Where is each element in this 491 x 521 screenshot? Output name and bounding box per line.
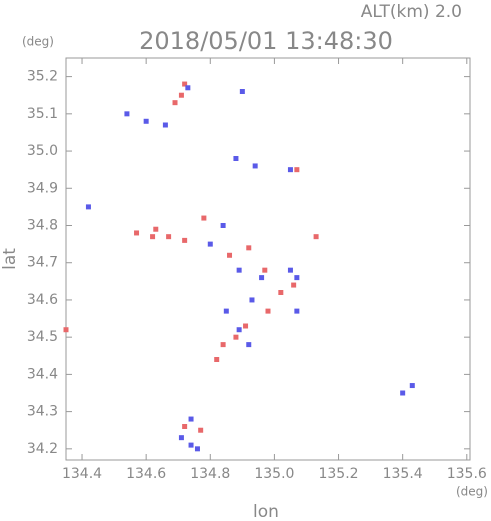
y-tick-label: 35.2 xyxy=(27,69,58,85)
echo-point xyxy=(239,89,245,94)
altitude-label: ALT(km) 2.0 xyxy=(361,2,462,22)
y-tick-label: 35.0 xyxy=(27,143,58,159)
echo-point xyxy=(162,122,168,128)
echo-point xyxy=(182,237,188,243)
x-tick-label: 135.6 xyxy=(447,466,487,482)
y-tick-label: 35.1 xyxy=(27,106,58,122)
echo-point xyxy=(166,234,172,240)
y-unit: (deg) xyxy=(22,35,54,49)
echo-point xyxy=(313,234,319,240)
echo-point xyxy=(220,223,226,228)
y-tick-label: 34.5 xyxy=(27,329,58,345)
y-tick-label: 34.2 xyxy=(27,441,58,457)
echo-point xyxy=(294,167,300,173)
y-tick-label: 34.3 xyxy=(27,404,58,420)
echo-point xyxy=(124,111,130,117)
echo-point xyxy=(287,267,293,273)
x-tick-label: 135.4 xyxy=(383,466,423,482)
x-tick-label: 134.8 xyxy=(190,466,230,482)
echo-point xyxy=(178,435,184,441)
x-unit: (deg) xyxy=(456,485,488,499)
x-axis-label: lon xyxy=(253,502,279,521)
echo-point xyxy=(236,327,242,333)
echo-point xyxy=(188,416,194,422)
plot-frame xyxy=(65,57,471,461)
echo-point xyxy=(185,85,191,91)
echo-point xyxy=(227,252,233,258)
y-tick-label: 34.8 xyxy=(27,218,58,234)
echo-point xyxy=(153,226,159,232)
echo-point xyxy=(172,100,178,106)
echo-point xyxy=(236,267,242,273)
echo-point xyxy=(182,424,188,429)
echo-point xyxy=(246,342,252,348)
echo-point xyxy=(85,204,91,210)
echo-point xyxy=(143,118,149,124)
y-tick-label: 34.6 xyxy=(27,292,58,308)
echo-point xyxy=(233,156,239,161)
echo-point xyxy=(265,308,271,314)
y-tick-label: 34.9 xyxy=(27,180,58,196)
echo-point xyxy=(252,163,258,169)
echo-point xyxy=(194,446,200,452)
echo-point xyxy=(233,334,239,340)
echo-point xyxy=(150,234,156,240)
echo-point xyxy=(400,390,406,396)
x-tick-label: 135.0 xyxy=(254,466,294,482)
echo-point xyxy=(294,275,300,281)
echo-point xyxy=(246,245,252,251)
echo-point xyxy=(291,282,297,288)
echo-point xyxy=(214,357,220,362)
echo-point xyxy=(188,442,194,448)
echo-point xyxy=(249,297,255,303)
echo-point xyxy=(198,427,204,433)
echo-point xyxy=(259,275,265,281)
echo-point xyxy=(178,92,184,98)
echo-point xyxy=(223,308,229,314)
echo-point xyxy=(134,230,140,236)
echo-point xyxy=(207,241,213,247)
y-tick-label: 34.4 xyxy=(27,366,58,382)
x-tick-label: 134.4 xyxy=(62,466,102,482)
echo-point xyxy=(409,383,415,389)
y-axis-label: lat xyxy=(0,248,20,270)
echo-point xyxy=(201,215,207,221)
echo-point xyxy=(287,167,293,173)
x-tick-label: 134.6 xyxy=(126,466,166,482)
y-tick-label: 34.7 xyxy=(27,255,58,271)
echo-point xyxy=(294,308,300,314)
echo-point xyxy=(243,323,249,329)
echo-point xyxy=(278,290,284,295)
echo-point xyxy=(220,342,226,348)
echo-point xyxy=(63,327,69,333)
echo-point xyxy=(182,81,188,87)
chart-title: 2018/05/01 13:48:30 xyxy=(139,27,393,55)
echo-point xyxy=(262,267,268,273)
x-tick-label: 135.2 xyxy=(318,466,358,482)
